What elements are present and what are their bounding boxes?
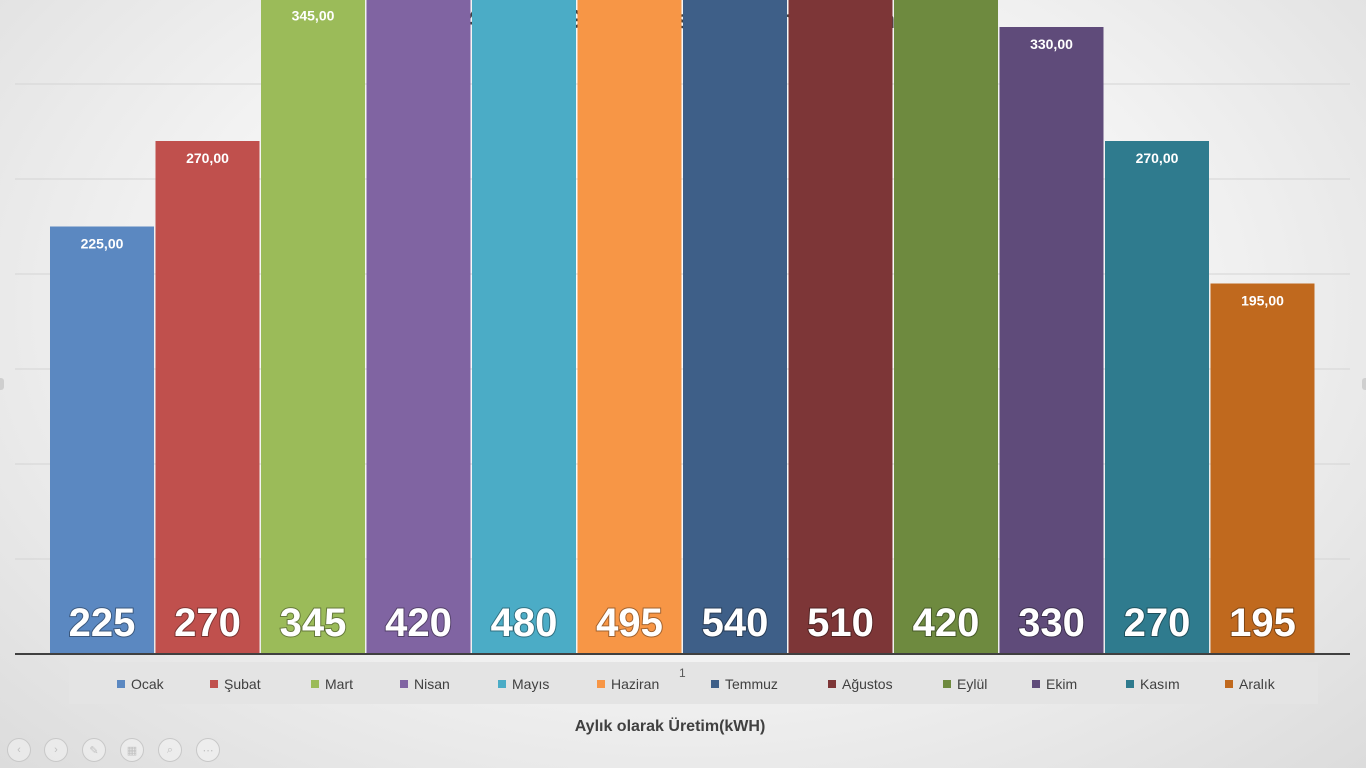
legend-label: Ekim <box>1046 676 1078 692</box>
legend-item: Ocak <box>117 676 164 692</box>
bar-value-label: 330,00 <box>1030 36 1073 52</box>
bar-big-label: 420 <box>385 601 452 645</box>
legend-swatch <box>498 680 506 688</box>
legend-item: Ağustos <box>828 676 893 692</box>
chevron-left-icon: ‹ <box>17 744 21 756</box>
pen-icon: ✎ <box>89 744 99 757</box>
bar-rect <box>683 0 787 654</box>
legend-item: Temmuz <box>711 676 778 692</box>
legend-item: Aralık <box>1225 676 1275 692</box>
x-axis-title: Aylık olarak Üretim(kWH) <box>574 718 766 735</box>
legend-item: Mart <box>311 676 353 692</box>
bar-big-label: 195 <box>1229 601 1296 645</box>
legend-swatch <box>210 680 218 688</box>
bar-11: 270,00 270 <box>1105 141 1209 654</box>
bar-big-label: 330 <box>1018 601 1085 645</box>
legend-swatch <box>943 680 951 688</box>
bar-big-label: 495 <box>596 601 663 645</box>
bar-rect <box>894 0 998 654</box>
legend-label: Mayıs <box>512 676 550 692</box>
next-slide-button[interactable]: › <box>44 738 68 762</box>
bar-rect <box>366 0 471 654</box>
more-options-button[interactable]: ⋯ <box>196 738 220 762</box>
bar-big-label: 510 <box>807 601 874 645</box>
magnifier-icon: ⌕ <box>166 743 174 756</box>
bar-rect <box>1210 283 1315 654</box>
bar-big-label: 270 <box>174 601 241 645</box>
legend-label: Temmuz <box>725 676 778 692</box>
legend-label: Haziran <box>611 676 660 692</box>
bar-rect <box>261 0 365 654</box>
bar-series: 225,00225270,00270345,00345420,00420480,… <box>50 0 1315 654</box>
bar-big-label: 480 <box>491 601 558 645</box>
bar-rect <box>50 226 154 654</box>
legend-item: Nisan <box>400 676 450 692</box>
more-icon: ⋯ <box>202 744 214 757</box>
right-resize-handle[interactable] <box>1362 378 1366 390</box>
legend <box>69 662 1318 704</box>
legend-swatch <box>1032 680 1040 688</box>
bar-9: 420,00420 <box>894 0 998 654</box>
legend-label: Şubat <box>224 676 261 692</box>
legend-label: Ocak <box>131 676 164 692</box>
bar-7: 540,00540 <box>683 0 787 654</box>
legend-item: Kasım <box>1126 676 1180 692</box>
legend-item: Şubat <box>210 676 261 692</box>
legend-label: Aralık <box>1239 676 1275 692</box>
legend-swatch <box>1225 680 1233 688</box>
bar-value-label: 270,00 <box>186 150 229 166</box>
bar-rect <box>1105 141 1209 654</box>
legend-label: Nisan <box>414 676 450 692</box>
bar-12: 195,00 195 <box>1210 283 1315 654</box>
left-resize-handle[interactable] <box>0 378 4 390</box>
pen-tool-button[interactable]: ✎ <box>82 738 106 762</box>
bar-6: 495,00495 <box>577 0 682 654</box>
legend-swatch <box>400 680 408 688</box>
bar-2: 270,00 270 <box>155 141 260 654</box>
bar-4: 420,00420 <box>366 0 471 654</box>
legend-item: Haziran <box>597 676 659 692</box>
legend-swatch <box>311 680 319 688</box>
bar-rect <box>577 0 682 654</box>
legend-item: Eylül <box>943 676 987 692</box>
legend-swatch <box>1126 680 1134 688</box>
bar-3: 345,00 345 <box>261 0 365 654</box>
bar-8: 510,00510 <box>788 0 893 654</box>
legend-swatch <box>711 680 719 688</box>
see-all-slides-button[interactable]: ▦ <box>120 738 144 762</box>
bar-value-label: 225,00 <box>81 236 124 252</box>
bar-rect <box>155 141 260 654</box>
zoom-button[interactable]: ⌕ <box>158 738 182 762</box>
bar-big-label: 345 <box>280 601 347 645</box>
legend-label: Mart <box>325 676 353 692</box>
bar-big-label: 540 <box>702 601 769 645</box>
bar-big-label: 420 <box>913 601 980 645</box>
slides-icon: ▦ <box>126 744 138 757</box>
legend-item: Ekim <box>1032 676 1077 692</box>
legend-label: Kasım <box>1140 676 1180 692</box>
legend-swatch <box>828 680 836 688</box>
bar-10: 330,00 330 <box>999 27 1104 654</box>
bar-big-label: 270 <box>1124 601 1191 645</box>
page-number: 1 <box>679 666 686 680</box>
bar-value-label: 270,00 <box>1136 150 1179 166</box>
legend-label: Ağustos <box>842 676 893 692</box>
legend-swatch <box>597 680 605 688</box>
legend-label: Eylül <box>957 676 988 692</box>
bar-rect <box>472 0 576 654</box>
bar-rect <box>999 27 1104 654</box>
bar-big-label: 225 <box>69 601 136 645</box>
chevron-right-icon: › <box>54 744 58 756</box>
bar-rect <box>788 0 893 654</box>
bar-1: 225,00 225 <box>50 226 154 654</box>
bar-5: 480,00480 <box>472 0 576 654</box>
previous-slide-button[interactable]: ‹ <box>7 738 31 762</box>
bar-value-label: 345,00 <box>292 8 335 24</box>
legend-item: Mayıs <box>498 676 549 692</box>
bar-value-label: 195,00 <box>1241 293 1284 309</box>
legend-swatch <box>117 680 125 688</box>
